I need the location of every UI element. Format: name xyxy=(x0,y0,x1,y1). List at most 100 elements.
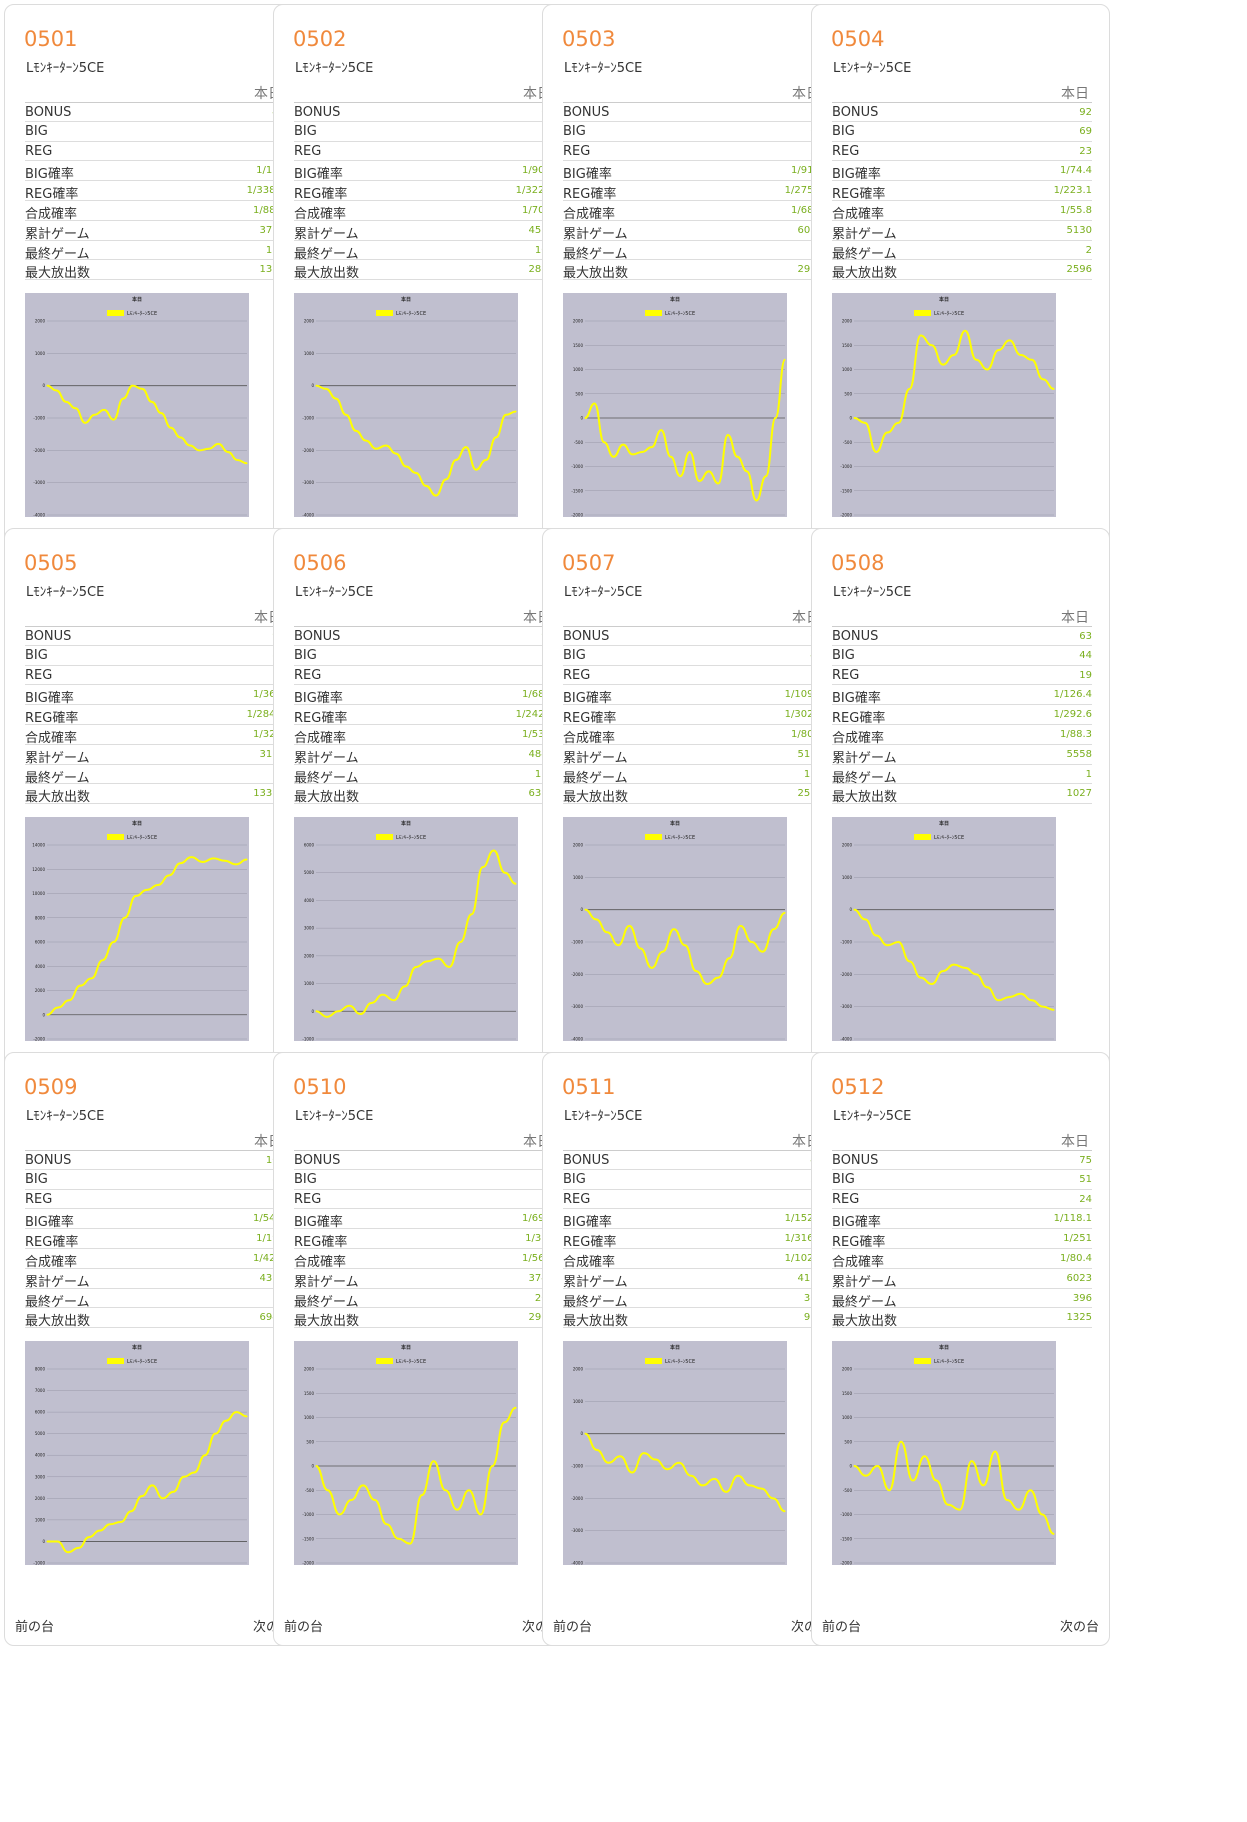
machine-number[interactable]: 0511 xyxy=(562,1075,616,1099)
chart-point xyxy=(678,1462,680,1464)
stat-value: 1/242.5 xyxy=(515,709,554,721)
machine-number[interactable]: 0504 xyxy=(831,27,885,51)
chart-point xyxy=(495,436,497,438)
stat-label: BONUS xyxy=(294,1153,341,1168)
prev-machine-link[interactable]: 前の台 xyxy=(553,1620,593,1635)
chart-ytick-label: 0 xyxy=(849,1464,852,1469)
chart-point xyxy=(755,499,758,502)
machine-number[interactable]: 0507 xyxy=(562,551,616,575)
stat-value: 1/292.6 xyxy=(1053,709,1092,721)
chart-series-line xyxy=(584,358,786,502)
machine-number[interactable]: 0502 xyxy=(293,27,347,51)
chart-title: 本日 xyxy=(669,1344,680,1351)
stat-row: BIG確率 1/36.5 xyxy=(25,685,285,706)
slump-chart: 本日 Lﾓﾝｷｰﾀｰﾝ5CE 14000 12000 10000 8000 6000 4000… xyxy=(25,817,286,1077)
chart-point xyxy=(55,389,58,392)
chart-point xyxy=(217,443,220,445)
chart-ytick-label: 3000 xyxy=(35,1474,46,1479)
chart-background xyxy=(832,293,1056,517)
stat-label: 最大放出数 xyxy=(294,266,360,282)
chart-svg: 本日 Lﾓﾝｷｰﾀｰﾝ5CE 2000 1500 1000 500 0 -500 -1000 -1… xyxy=(563,293,787,517)
machine-model: Lﾓﾝｷｰﾀｰﾝ5CE xyxy=(564,585,643,600)
chart-point xyxy=(774,417,777,419)
stat-row: 合成確率 1/80.4 xyxy=(832,1249,1092,1270)
chart-point xyxy=(355,430,357,432)
chart-point xyxy=(603,441,605,443)
stat-row: 累計ゲーム 4849 xyxy=(294,745,554,766)
stat-label: REG xyxy=(832,143,860,159)
chart-ytick-label: -2000 xyxy=(33,448,45,453)
prev-machine-link[interactable]: 前の台 xyxy=(284,1620,324,1635)
chart-ytick-label: -1500 xyxy=(302,1536,314,1541)
chart-point xyxy=(746,470,748,472)
chart-point xyxy=(584,1433,586,1435)
chart-ytick-label: 4000 xyxy=(35,1453,46,1458)
chart-legend-swatch xyxy=(376,1358,393,1364)
machine-model: Lﾓﾝｷｰﾀｰﾝ5CE xyxy=(295,585,374,600)
stat-row: BIG 44 xyxy=(832,646,1092,666)
stat-label: 最終ゲーム xyxy=(832,770,897,786)
chart-point xyxy=(975,973,977,975)
stat-value: 1/68.9 xyxy=(791,204,823,216)
stat-row: 最大放出数 6949 xyxy=(25,1308,285,1329)
chart-point xyxy=(46,385,48,387)
prev-machine-link[interactable]: 前の台 xyxy=(822,1620,862,1635)
stat-value: 2596 xyxy=(1066,264,1092,276)
chart-ytick-label: 1000 xyxy=(573,367,584,372)
machine-number[interactable]: 0510 xyxy=(293,1075,347,1099)
stat-value: 1/302.3 xyxy=(784,709,823,721)
chart-point xyxy=(853,909,855,911)
chart-ytick-label: -2000 xyxy=(840,1561,852,1566)
stat-value: 1/88.3 xyxy=(1060,728,1092,740)
machine-number[interactable]: 0508 xyxy=(831,551,885,575)
machine-number[interactable]: 0505 xyxy=(24,551,78,575)
stat-label: REG確率 xyxy=(563,187,617,203)
stat-row: BIG80 xyxy=(25,1170,285,1190)
chart-point xyxy=(198,449,200,451)
stat-value: 6023 xyxy=(1066,1272,1092,1284)
stat-label: 累計ゲーム xyxy=(832,1274,897,1290)
machine-number[interactable]: 0501 xyxy=(24,27,78,51)
stat-value: 63 xyxy=(1079,631,1092,642)
chart-title: 本日 xyxy=(669,296,680,303)
chart-ytick-label: 10000 xyxy=(32,891,45,896)
chart-point xyxy=(997,349,1000,351)
stat-label: 最大放出数 xyxy=(563,266,629,282)
chart-ytick-label: 5000 xyxy=(35,1431,46,1436)
chart-point xyxy=(737,1475,739,1477)
chart-point xyxy=(593,402,596,405)
machine-number[interactable]: 0503 xyxy=(562,27,616,51)
stat-label: 最終ゲーム xyxy=(832,246,897,262)
chart-ytick-label: 4000 xyxy=(35,964,46,969)
chart-svg: 本日 Lﾓﾝｷｰﾀｰﾝ5CE 8000 7000 6000 5000 4000 3000 200… xyxy=(25,1341,249,1565)
chart-point xyxy=(246,462,248,464)
chart-point xyxy=(908,388,911,390)
stat-row: 合成確率 1/32.3 xyxy=(25,725,285,746)
stat-row: 累計ゲーム 5558 xyxy=(832,745,1092,766)
chart-legend-swatch xyxy=(107,310,124,316)
machine-model: Lﾓﾝｷｰﾀｰﾝ5CE xyxy=(833,1109,912,1124)
prev-machine-link[interactable]: 前の台 xyxy=(15,1620,55,1635)
chart-point xyxy=(46,1540,48,1543)
machine-number[interactable]: 0509 xyxy=(24,1075,78,1099)
next-machine-link[interactable]: 次の台 xyxy=(1059,1620,1099,1635)
chart-point xyxy=(132,385,134,387)
chart-point xyxy=(631,1471,633,1474)
chart-point xyxy=(74,407,77,409)
chart-point xyxy=(751,941,753,943)
stat-label: 合成確率 xyxy=(563,206,616,222)
stat-row: 合成確率 1/53.3 xyxy=(294,725,554,746)
machine-number[interactable]: 0512 xyxy=(831,1075,885,1099)
stat-value: 1/88.6 xyxy=(253,204,285,216)
chart-svg: 本日 Lﾓﾝｷｰﾀｰﾝ5CE 14000 12000 10000 8000 6000 4000… xyxy=(25,817,249,1041)
stat-row: 最大放出数 2971 xyxy=(563,260,823,282)
chart-point xyxy=(942,970,944,972)
chart-point xyxy=(404,985,406,987)
stats-table: BONUS64BIG47REG17 BIG確率 1/109.4 REG確率 1/302.… xyxy=(563,626,823,805)
chart-ytick-label: -2000 xyxy=(571,972,583,977)
stat-row: REG22 xyxy=(563,142,823,162)
machine-number[interactable]: 0506 xyxy=(293,551,347,575)
chart-point xyxy=(708,470,710,472)
chart-point xyxy=(997,999,1000,1001)
stat-row: BONUS64 xyxy=(563,626,823,646)
